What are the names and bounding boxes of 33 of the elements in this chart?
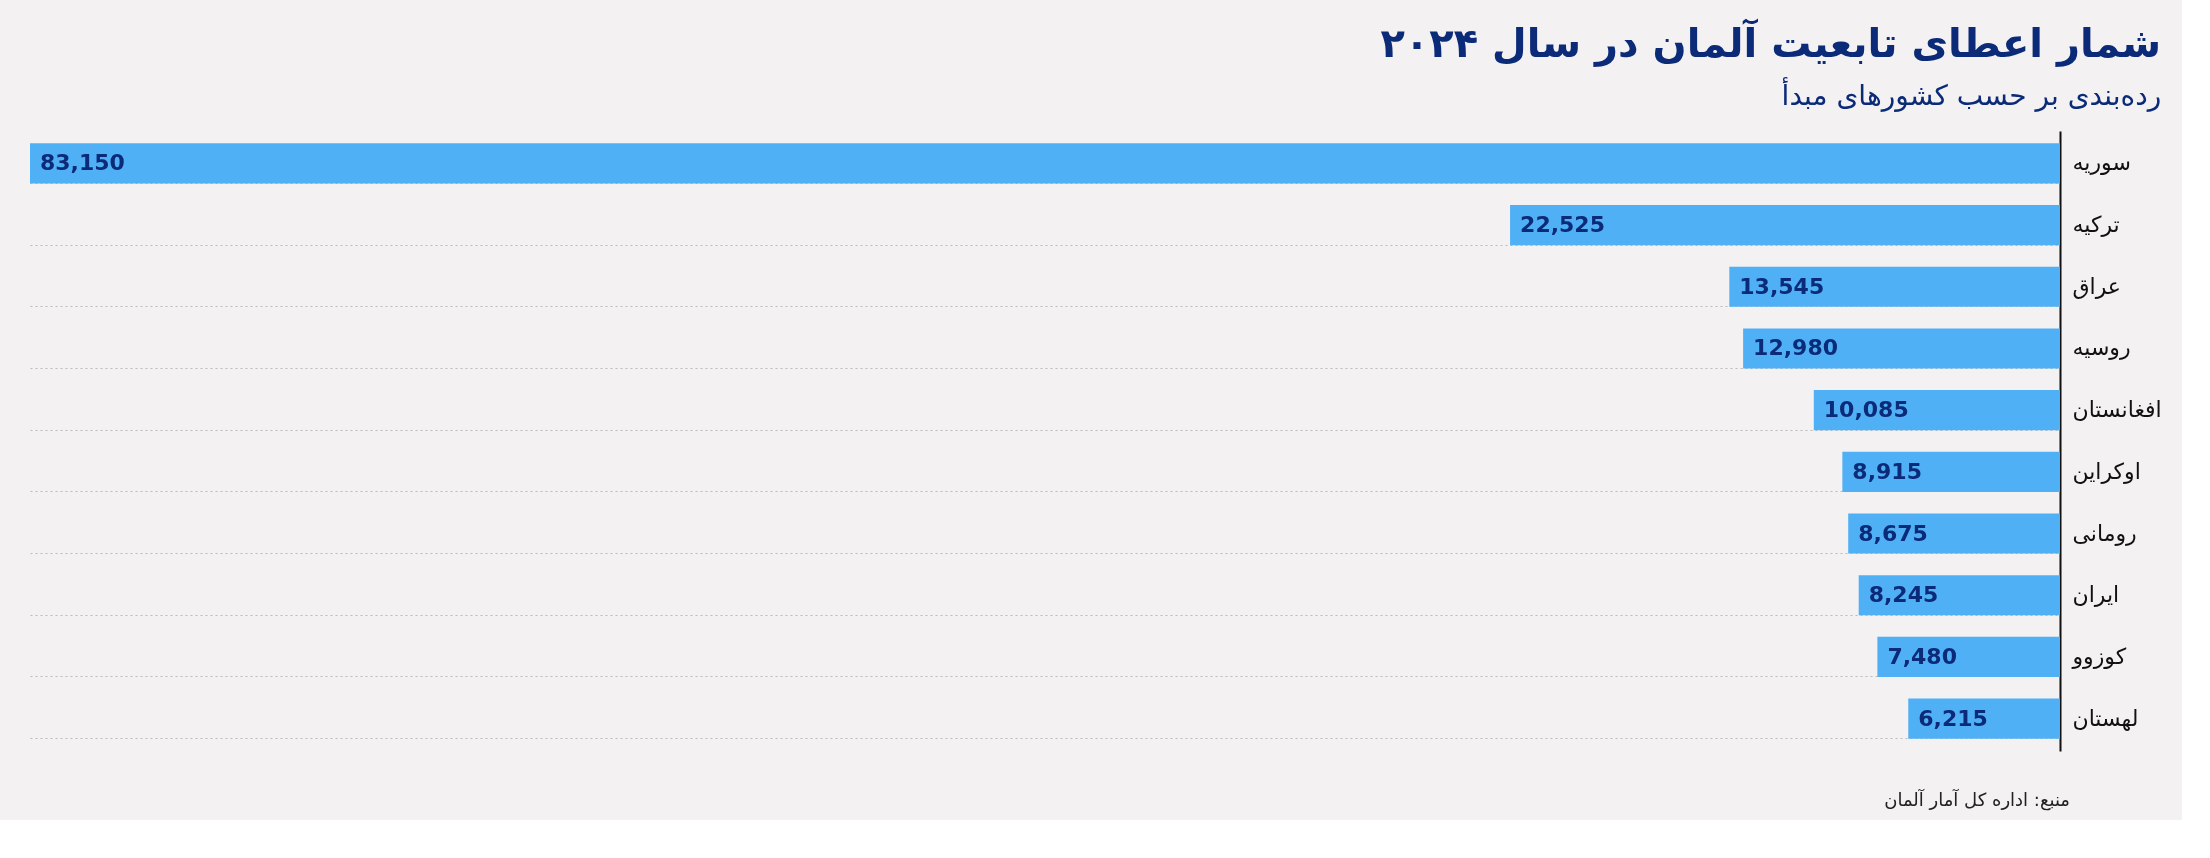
data-label: 10,085 (1823, 397, 1909, 423)
text: منبع: اداره کل آمار آلمان (1884, 788, 2070, 811)
y-tick-label: ایران (2072, 582, 2120, 608)
data-label: 22,525 (1520, 212, 1605, 238)
chart-title: شمار اعطای تابعیت آلمان در سال ۲۰۲۴ (1380, 18, 2162, 67)
y-tick-label: روسیه (2072, 335, 2131, 361)
chart-subtitle: رده‌بندی بر حسب کشورهای مبدأ (1781, 76, 2162, 112)
y-tick-label: لهستان (2072, 705, 2139, 731)
y-tick-label: اوکراین (2072, 458, 2141, 484)
y-tick-label: افغانستان (2072, 397, 2162, 423)
y-tick-label: عراق (2072, 273, 2121, 299)
bar (1848, 513, 2060, 554)
data-label: 12,980 (1753, 335, 1839, 361)
data-label: 7,480 (1887, 643, 1957, 669)
y-tick-label: کوزوو (2071, 643, 2127, 669)
y-tick-label: رومانی (2072, 520, 2137, 546)
data-label: 13,545 (1739, 273, 1825, 299)
y-tick-label: سوریه (2072, 150, 2131, 176)
bar (1729, 266, 2060, 307)
bar (1510, 205, 2060, 246)
data-label: 8,245 (1868, 582, 1939, 608)
data-label: 6,215 (1918, 705, 1988, 731)
bar (1813, 390, 2060, 431)
bar (1877, 636, 2060, 677)
bar (1858, 575, 2060, 616)
bar (1908, 698, 2060, 739)
data-label: 8,915 (1852, 458, 1922, 484)
bar (1743, 328, 2060, 369)
bar (30, 143, 2060, 184)
data-label: 83,150 (40, 150, 125, 176)
bar (1842, 451, 2060, 492)
y-tick-label: ترکیه (2072, 212, 2120, 238)
data-label: 8,675 (1858, 520, 1928, 546)
